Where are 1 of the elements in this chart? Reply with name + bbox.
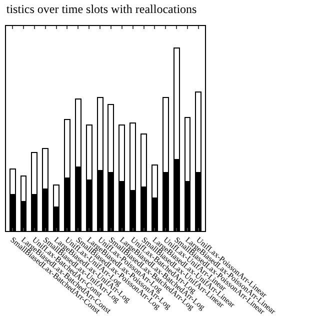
chart-title: tistics over time slots with reallocations [6, 2, 198, 16]
